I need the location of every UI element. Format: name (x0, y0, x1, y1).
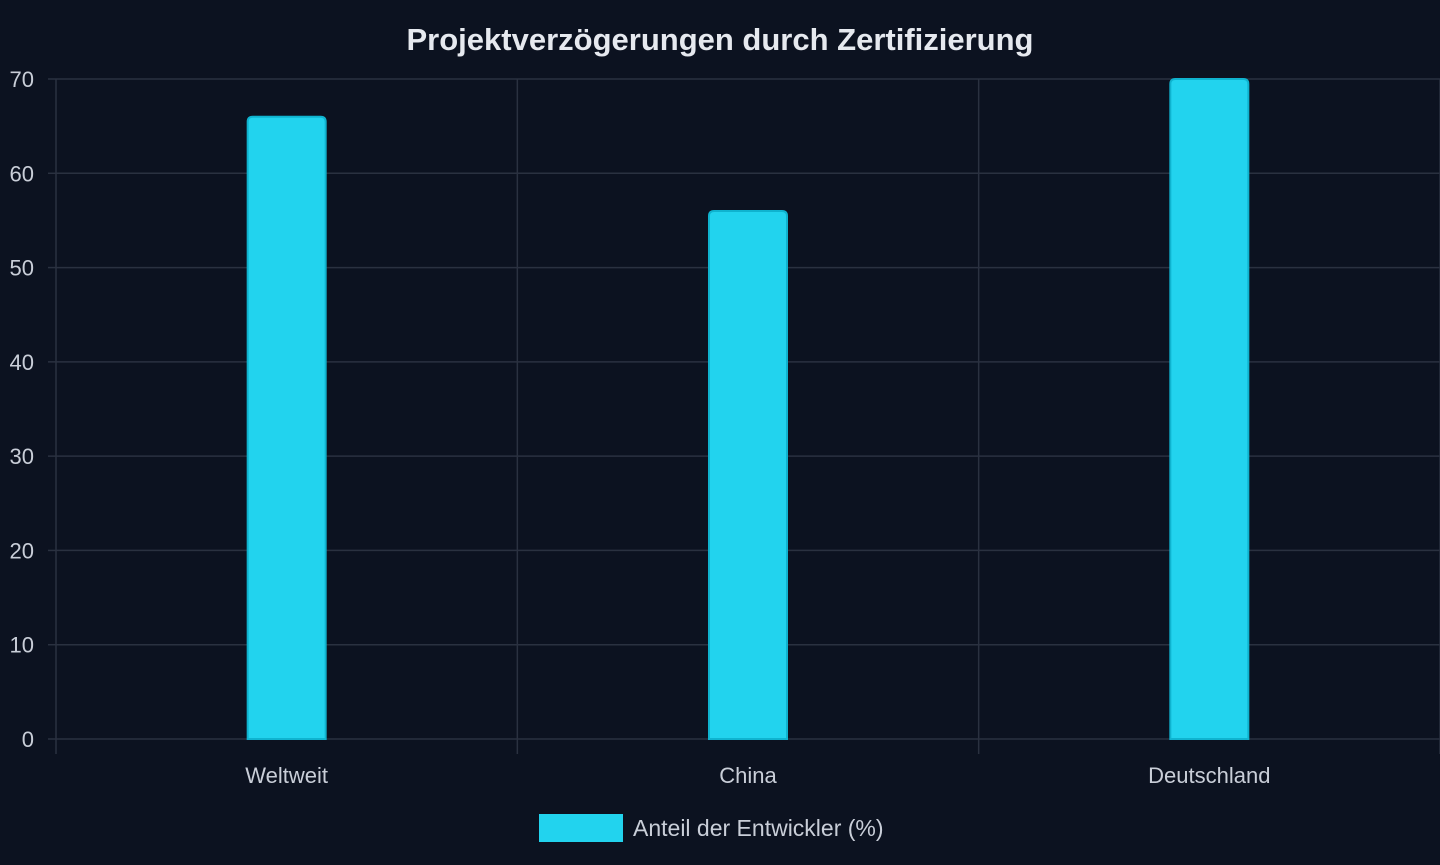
x-tick-label: China (719, 763, 777, 788)
bars (246, 78, 1250, 740)
axes (48, 78, 1440, 754)
y-tick-label: 60 (10, 161, 34, 186)
tick-labels: 0 10 20 30 40 50 60 70 Weltweit China Deutschland (10, 67, 1271, 788)
y-tick-label: 20 (10, 538, 34, 563)
legend-swatch[interactable] (539, 814, 623, 842)
x-tick-label: Deutschland (1148, 763, 1270, 788)
x-tick-label: Weltweit (245, 763, 328, 788)
bar-china[interactable] (708, 210, 788, 740)
chart-title: Projektverzögerungen durch Zertifizierun… (407, 22, 1034, 57)
bar-deutschland[interactable] (1169, 78, 1250, 740)
y-tick-label: 30 (10, 444, 34, 469)
y-tick-label: 10 (10, 633, 34, 658)
y-tick-label: 50 (10, 256, 34, 281)
legend-label[interactable]: Anteil der Entwickler (%) (633, 815, 884, 841)
y-tick-label: 70 (10, 67, 34, 92)
y-tick-label: 0 (22, 727, 34, 752)
bar-weltweit[interactable] (246, 115, 327, 740)
legend[interactable]: Anteil der Entwickler (%) (539, 814, 884, 842)
y-tick-label: 40 (10, 350, 34, 375)
